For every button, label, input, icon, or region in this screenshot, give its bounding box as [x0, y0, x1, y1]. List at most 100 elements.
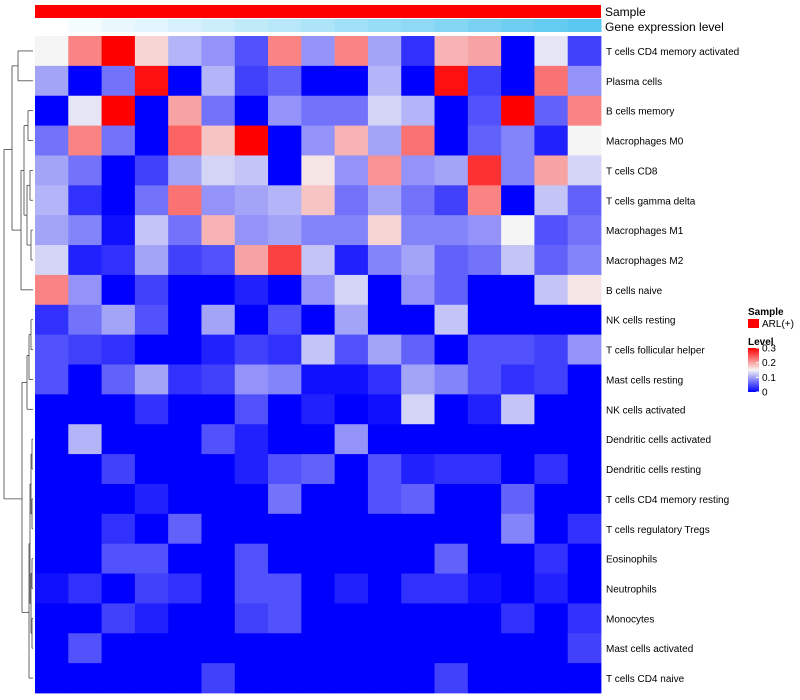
heatmap-cell [367, 454, 402, 485]
heatmap-cell [334, 364, 369, 395]
heatmap-cell [367, 95, 402, 126]
heatmap-cell [101, 36, 136, 67]
heatmap-cell [334, 573, 369, 604]
heatmap-cell [234, 95, 269, 126]
heatmap-cell [35, 513, 69, 545]
heatmap-cell [301, 364, 336, 395]
heatmap-cell [35, 65, 69, 97]
heatmap-cell [501, 633, 535, 664]
heatmap-cell [268, 245, 302, 276]
heatmap-cell [268, 215, 302, 246]
heatmap-cell [334, 185, 369, 216]
heatmap-cell [101, 424, 136, 455]
legend-sample-swatch [748, 319, 759, 328]
heatmap-cell [234, 36, 269, 67]
heatmap-cell [434, 304, 469, 336]
heatmap-cell [168, 633, 202, 664]
heatmap-cell [68, 394, 102, 425]
heatmap-cell [268, 483, 302, 515]
row-label: Monocytes [606, 614, 654, 625]
heatmap-cell [534, 274, 569, 306]
heatmap-cell [501, 185, 535, 216]
heatmap-cell [134, 424, 169, 455]
heatmap-cell [334, 454, 369, 485]
heatmap-cell [168, 513, 202, 545]
heatmap-cell [301, 274, 336, 306]
heatmap-cell [68, 304, 102, 336]
heatmap-cells [35, 36, 602, 694]
heatmap-cell [434, 245, 469, 276]
heatmap-cell [201, 543, 236, 574]
annotation-expression-cell [367, 19, 402, 32]
heatmap-cell [567, 394, 602, 425]
heatmap-cell [101, 155, 136, 186]
heatmap-cell [567, 603, 602, 634]
heatmap-cell [268, 454, 302, 485]
heatmap-cell [201, 424, 236, 455]
heatmap-cell [268, 95, 302, 126]
heatmap-cell [101, 454, 136, 485]
heatmap-cell [35, 454, 69, 485]
heatmap-cell [268, 633, 302, 664]
row-dendrogram [3, 50, 33, 679]
annotation-expression-cell [467, 19, 502, 32]
heatmap-cell [367, 573, 402, 604]
heatmap-cell [201, 513, 236, 545]
heatmap-cell [35, 155, 69, 186]
heatmap-cell [134, 274, 169, 306]
heatmap-cell [334, 543, 369, 574]
heatmap-cell [168, 603, 202, 634]
heatmap-cell [301, 394, 336, 425]
annotation-sample-bar [35, 5, 601, 18]
heatmap-cell [534, 36, 569, 67]
heatmap-cell [501, 215, 535, 246]
heatmap-cell [35, 543, 69, 574]
heatmap-cell [534, 454, 569, 485]
legend-level-tick-label: 0.3 [762, 344, 776, 355]
heatmap-cell [434, 603, 469, 634]
heatmap-cell [168, 215, 202, 246]
annotation-expression-cell [168, 19, 202, 32]
heatmap-cell [567, 334, 602, 365]
heatmap-cell [201, 125, 236, 156]
row-label: B cells naive [606, 286, 663, 297]
heatmap-cell [534, 663, 569, 694]
annotation-expression-cell [234, 19, 269, 32]
heatmap-cell [101, 483, 136, 515]
heatmap-cell [467, 304, 502, 336]
heatmap-cell [534, 155, 569, 186]
heatmap-cell [501, 334, 535, 365]
heatmap-cell [35, 633, 69, 664]
heatmap-cell [301, 663, 336, 694]
heatmap-cell [68, 125, 102, 156]
heatmap-cell [234, 633, 269, 664]
row-label: Neutrophils [606, 584, 657, 595]
heatmap-cell [35, 125, 69, 156]
heatmap-cell [101, 274, 136, 306]
row-labels: T cells CD4 memory activated Plasma cells… [606, 47, 739, 685]
annotation-expression-label: Gene expression level [605, 20, 724, 34]
heatmap-cell [68, 573, 102, 604]
heatmap-cell [434, 215, 469, 246]
heatmap-cell [501, 543, 535, 574]
heatmap-cell [434, 424, 469, 455]
heatmap-cell [134, 633, 169, 664]
heatmap-cell [534, 394, 569, 425]
row-label: T cells CD4 memory activated [606, 47, 739, 58]
heatmap-cell [534, 633, 569, 664]
heatmap-cell [68, 65, 102, 97]
heatmap-cell [434, 334, 469, 365]
heatmap-cell [301, 633, 336, 664]
row-label: Dendritic cells activated [606, 435, 711, 446]
heatmap-cell [168, 663, 202, 694]
heatmap-cell [201, 65, 236, 97]
heatmap-cell [234, 424, 269, 455]
heatmap-cell [134, 483, 169, 515]
row-label: Dendritic cells resting [606, 465, 701, 476]
heatmap-cell [134, 454, 169, 485]
heatmap-cell [101, 573, 136, 604]
heatmap-cell [367, 185, 402, 216]
heatmap-cell [35, 304, 69, 336]
heatmap-cell [301, 543, 336, 574]
